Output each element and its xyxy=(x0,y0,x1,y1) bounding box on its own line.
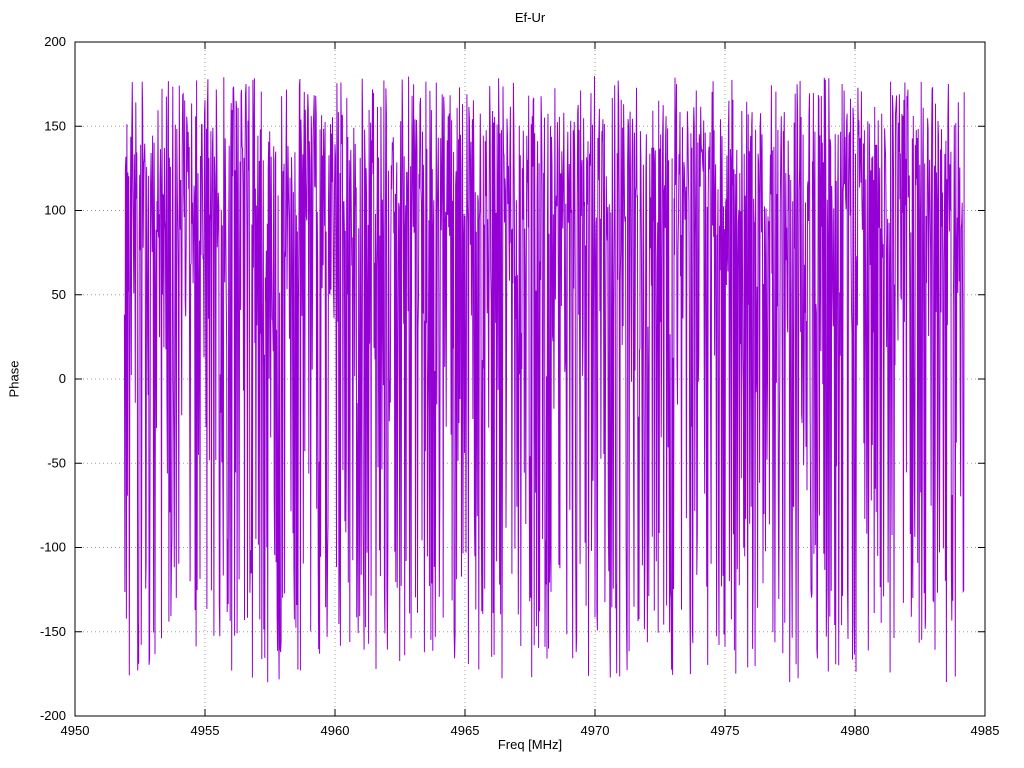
tick-marks xyxy=(74,41,986,717)
y-tick-label: 200 xyxy=(44,34,66,49)
y-tick-label: 150 xyxy=(44,118,66,133)
y-tick-label: 50 xyxy=(52,287,66,302)
x-tick-label: 4955 xyxy=(191,723,220,738)
y-tick-label: -100 xyxy=(40,540,66,555)
phase-trace xyxy=(123,76,965,683)
x-tick-label: 4975 xyxy=(711,723,740,738)
x-tick-label: 4960 xyxy=(321,723,350,738)
y-tick-label: -150 xyxy=(40,624,66,639)
y-axis-label: Phase xyxy=(6,360,22,398)
x-tick-label: 4980 xyxy=(841,723,870,738)
y-tick-label: 100 xyxy=(44,203,66,218)
tick-labels: 4950 4955 4960 4965 4970 4975 4980 4985 -200 -150… xyxy=(40,34,999,738)
x-tick-label: 4950 xyxy=(61,723,90,738)
chart-title: Ef-Ur xyxy=(514,10,546,25)
x-tick-label: 4970 xyxy=(581,723,610,738)
x-axis-label: Freq [MHz] xyxy=(497,737,563,752)
x-tick-label: 4965 xyxy=(451,723,480,738)
x-tick-label: 4985 xyxy=(971,723,1000,738)
y-tick-label: -200 xyxy=(40,708,66,723)
y-tick-label: -50 xyxy=(47,455,66,470)
y-tick-label: 0 xyxy=(59,371,66,386)
